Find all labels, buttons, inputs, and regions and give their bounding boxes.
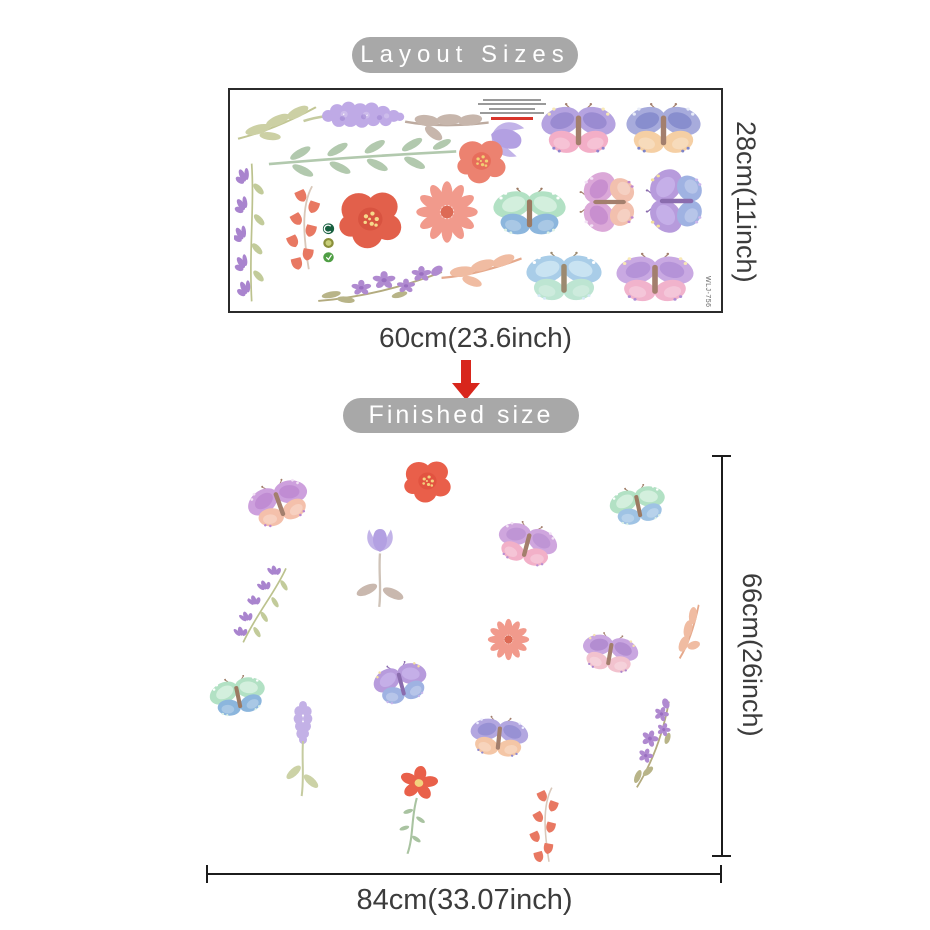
- sticker-butterfly: [625, 97, 702, 161]
- dimension-line-cap: [712, 455, 731, 457]
- sticker-flower-plant: [383, 762, 447, 860]
- finished-size-label: Finished size: [368, 401, 554, 429]
- sticker-leaf-branch: [437, 232, 526, 299]
- sticker-lavender-plant: [283, 698, 323, 802]
- microtext-line: [480, 112, 544, 114]
- dimension-line-cap: [720, 865, 722, 883]
- sticker-bells: [519, 782, 569, 866]
- sticker-butterfly: [605, 475, 672, 534]
- finished-height-label: 66cm(26inch): [737, 573, 767, 737]
- sticker-butterfly: [467, 709, 532, 765]
- down-arrow-icon: [452, 383, 480, 400]
- sheet-artwork: [230, 90, 721, 311]
- sticker-butterfly: [205, 666, 272, 725]
- width-dimension-line: [207, 873, 722, 875]
- sticker-butterfly: [492, 182, 567, 242]
- sticker-butterfly: [490, 511, 563, 577]
- sticker-leaf-branch: [654, 596, 722, 664]
- sticker-butterfly: [577, 624, 642, 681]
- sticker-butterfly: [639, 168, 711, 234]
- sticker-sprig: [227, 558, 301, 653]
- sticker-butterfly: [573, 171, 643, 233]
- layout-sizes-pill: Layout Sizes: [352, 37, 578, 73]
- sticker-daisy: [487, 618, 530, 661]
- sticker-green-stem: [264, 135, 461, 180]
- microtext-line-red: [491, 116, 533, 120]
- sticker-poppy: [401, 456, 455, 506]
- microtext-line: [483, 98, 541, 101]
- sticker-poppy: [335, 185, 407, 253]
- finished-size-pill: Finished size: [343, 398, 579, 433]
- sticker-tulip-plant: [353, 522, 407, 610]
- sticker-flower-sprig: [315, 262, 445, 306]
- sticker-butterfly: [240, 467, 319, 540]
- sticker-butterfly: [615, 247, 695, 309]
- sheet-height-label: 28cm(11inch): [731, 121, 761, 283]
- sticker-badges: [321, 223, 336, 263]
- sticker-butterfly: [367, 652, 434, 715]
- dimension-line-cap: [712, 855, 731, 857]
- finished-width-label: 84cm(33.07inch): [356, 884, 573, 916]
- sticker-sheet: WLJ-756: [228, 88, 723, 313]
- instruction-microtext: [472, 96, 552, 122]
- sheet-width-label: 60cm(23.6inch): [379, 322, 572, 353]
- down-arrow-shaft: [461, 360, 471, 384]
- dimension-line-cap: [206, 865, 208, 883]
- height-dimension-line: [721, 455, 723, 857]
- sticker-lavender-spike: [300, 94, 406, 132]
- sticker-butterfly: [525, 246, 603, 308]
- microtext-line: [477, 103, 547, 105]
- microtext-line: [488, 107, 536, 110]
- layout-sizes-label: Layout Sizes: [360, 41, 570, 68]
- sticker-flower-sprig: [606, 694, 696, 792]
- sticker-sprig: [234, 160, 268, 305]
- sku-text: WLJ-756: [704, 276, 711, 308]
- finished-artwork: [207, 450, 722, 862]
